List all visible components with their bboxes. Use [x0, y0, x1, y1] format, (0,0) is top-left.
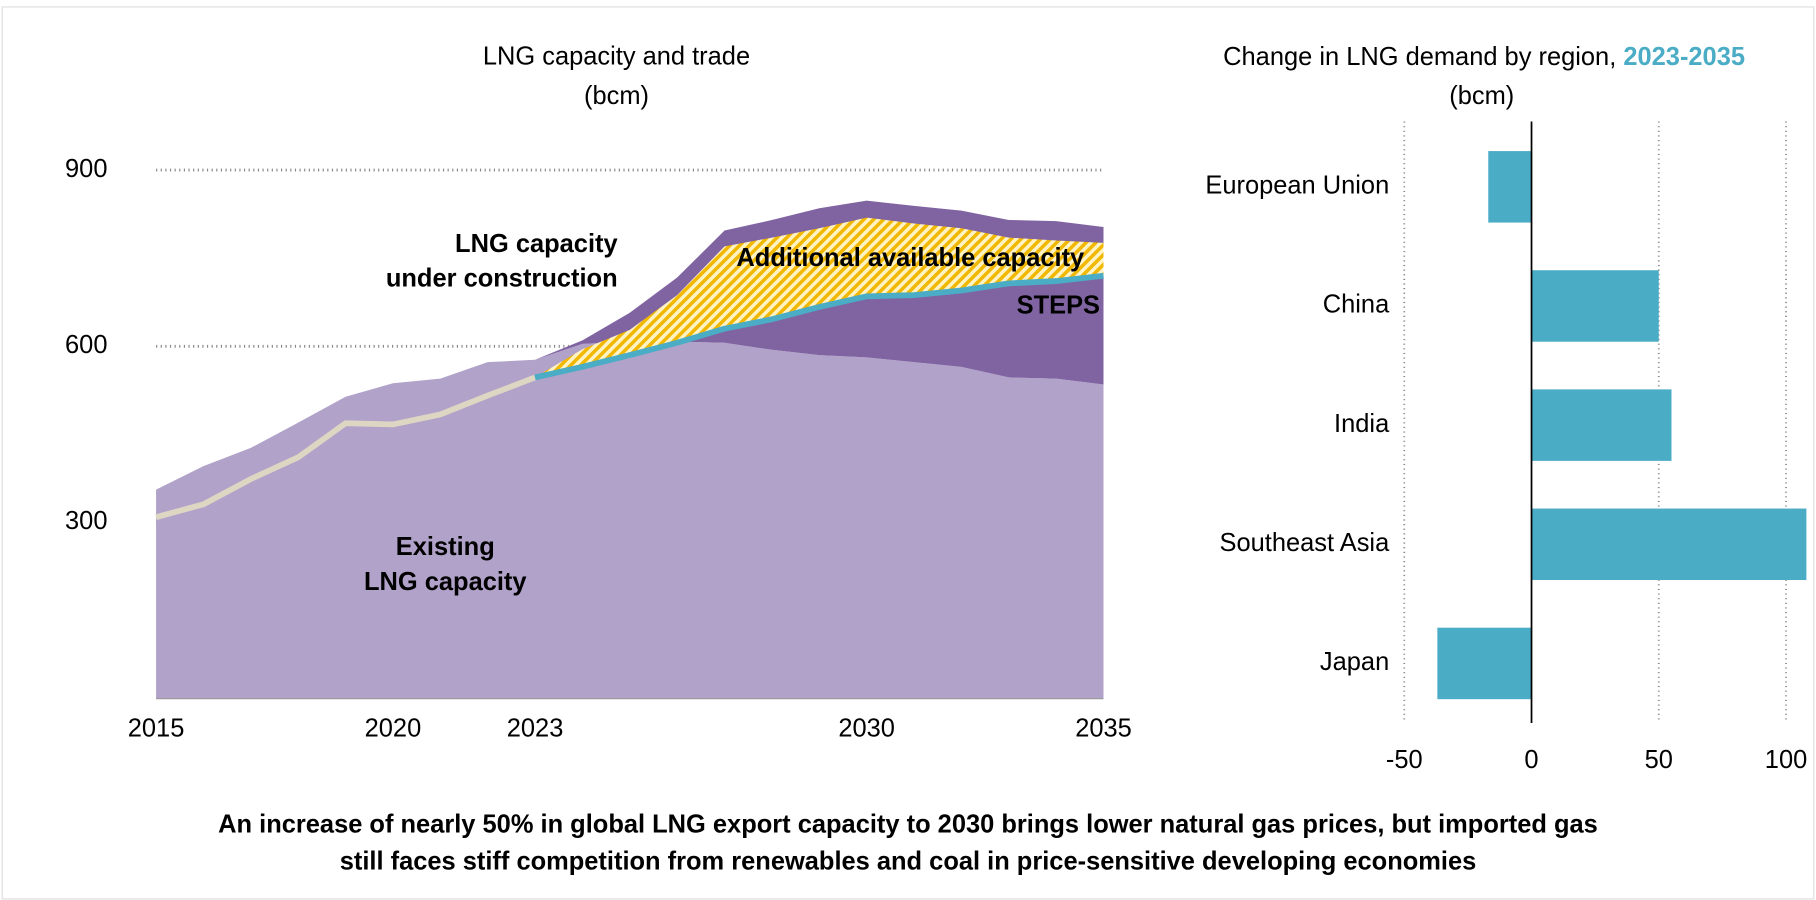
title-text: Change in LNG demand by region,	[1223, 43, 1616, 71]
series-label: under construction	[386, 265, 618, 293]
x-tick-label: 100	[1765, 746, 1807, 774]
bar	[1531, 389, 1672, 461]
trade-line	[534, 272, 1104, 381]
bar	[1531, 270, 1659, 342]
x-tick-label: 2030	[838, 715, 895, 743]
y-tick-label: Southeast Asia	[1220, 529, 1391, 557]
y-tick-label: 600	[65, 331, 107, 359]
y-tick-label: India	[1334, 410, 1390, 438]
x-tick-label: 2015	[128, 715, 185, 743]
area	[156, 341, 1104, 699]
y-tick-label: Japan	[1320, 648, 1389, 676]
series-label: STEPS	[1017, 291, 1100, 319]
y-tick-label: China	[1323, 291, 1390, 319]
series-label: LNG capacity	[455, 230, 618, 258]
x-tick-label: 2035	[1075, 715, 1132, 743]
hatched-area	[535, 217, 1104, 378]
bar	[1437, 627, 1532, 700]
chart-title: Change in LNG demand by region, 2023-203…	[1223, 43, 1745, 71]
trade-line	[155, 374, 537, 520]
series-label: Existing	[396, 533, 495, 561]
title-highlight: 2023-2035	[1623, 43, 1745, 71]
series-label: LNG capacity	[364, 568, 527, 596]
y-tick-label: European Union	[1205, 172, 1389, 200]
y-tick-label: 900	[65, 155, 107, 183]
x-tick-label: 0	[1524, 746, 1538, 774]
chart-title: LNG capacity and trade	[483, 43, 750, 71]
caption: still faces stiff competition from renew…	[340, 848, 1477, 876]
chart-subtitle: (bcm)	[1449, 82, 1514, 110]
x-tick-label: 50	[1645, 746, 1673, 774]
caption: An increase of nearly 50% in global LNG …	[218, 811, 1598, 839]
frame	[1, 6, 1815, 900]
x-tick-label: 2023	[507, 715, 564, 743]
chart-subtitle: (bcm)	[584, 82, 649, 110]
bar	[1531, 508, 1807, 581]
x-tick-label: 2020	[365, 715, 422, 743]
series-label: Additional available capacity	[736, 244, 1085, 272]
x-tick-label: -50	[1386, 746, 1423, 774]
y-tick-label: 300	[65, 507, 107, 535]
bar	[1488, 151, 1532, 223]
